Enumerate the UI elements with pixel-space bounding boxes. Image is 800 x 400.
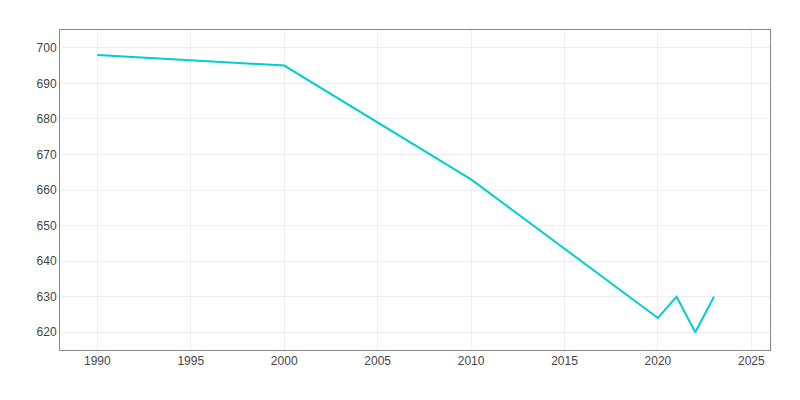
svg-text:2010: 2010 bbox=[458, 354, 485, 368]
svg-text:670: 670 bbox=[37, 148, 57, 162]
svg-text:2000: 2000 bbox=[271, 354, 298, 368]
svg-text:2020: 2020 bbox=[645, 354, 672, 368]
svg-text:2005: 2005 bbox=[364, 354, 391, 368]
svg-text:2015: 2015 bbox=[551, 354, 578, 368]
svg-text:690: 690 bbox=[37, 77, 57, 91]
svg-text:640: 640 bbox=[37, 254, 57, 268]
svg-text:620: 620 bbox=[37, 325, 57, 339]
svg-text:680: 680 bbox=[37, 112, 57, 126]
svg-text:1990: 1990 bbox=[84, 354, 111, 368]
svg-text:660: 660 bbox=[37, 183, 57, 197]
svg-text:2025: 2025 bbox=[738, 354, 765, 368]
svg-text:1995: 1995 bbox=[177, 354, 204, 368]
svg-text:650: 650 bbox=[37, 219, 57, 233]
svg-text:630: 630 bbox=[37, 290, 57, 304]
svg-text:700: 700 bbox=[37, 41, 57, 55]
